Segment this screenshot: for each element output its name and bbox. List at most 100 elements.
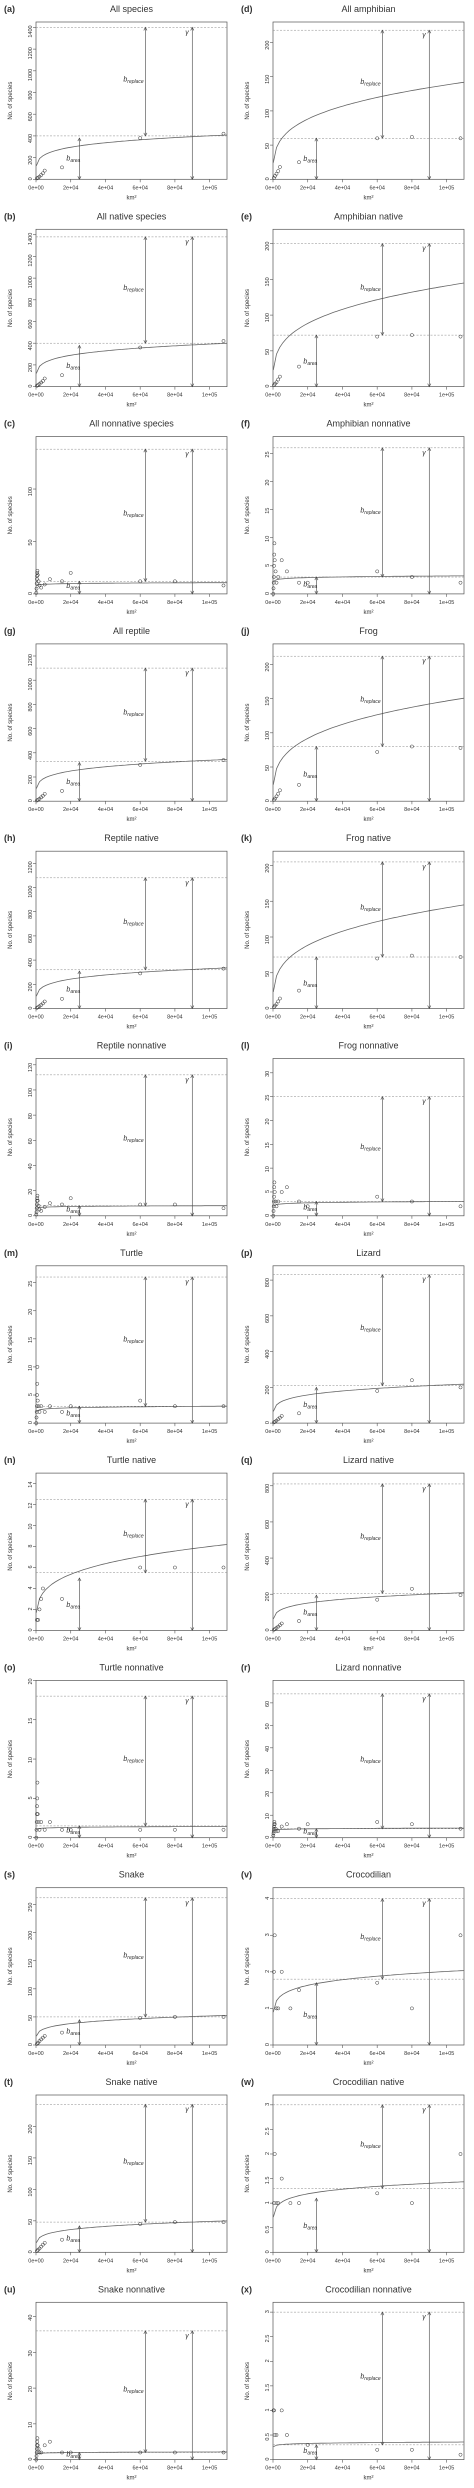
chart-panel: (b) All native species 0 200 400 600 800 1000 12… — [4, 211, 228, 409]
x-tick-label: 4e+04 — [335, 807, 350, 813]
data-point — [276, 2006, 281, 2011]
y-tick-label: 600 — [265, 1520, 271, 1529]
y-axis-label: No. of species — [8, 911, 14, 949]
plot-frame — [272, 1265, 465, 1424]
data-point — [173, 2220, 177, 2224]
x-tick-label: 2e+04 — [300, 185, 315, 191]
data-point — [221, 583, 226, 588]
data-point — [271, 1213, 276, 1218]
x-axis-label: km² — [364, 2476, 374, 2482]
x-tick-label: 0e+00 — [28, 1015, 43, 1021]
x-axis-label: km² — [127, 2476, 137, 2482]
x-tick-label: 6e+04 — [369, 1222, 384, 1228]
arrow-head — [314, 137, 319, 142]
arrow-head — [427, 176, 432, 180]
arrow-head — [314, 1212, 319, 1217]
x-tick-label: 2e+04 — [63, 807, 78, 813]
arrow-head — [427, 2041, 432, 2046]
gamma-label: γ — [422, 2314, 426, 2321]
data-point — [272, 1820, 277, 1824]
data-point — [375, 1980, 380, 1985]
panel-letter: (w) — [241, 2077, 254, 2087]
panel-letter: (i) — [4, 1041, 13, 1051]
data-point — [272, 2408, 276, 2413]
data-point — [34, 2450, 39, 2455]
data-point — [221, 2450, 226, 2455]
plot-frame — [272, 850, 465, 1009]
arrow-head — [77, 761, 82, 766]
arrow-head — [314, 745, 319, 750]
fitted-curve — [35, 2015, 228, 2037]
x-tick-label: 0e+00 — [28, 2258, 43, 2264]
y-tick-label: 200 — [28, 156, 34, 165]
y-tick-label: 10 — [28, 1365, 34, 1371]
data-point — [173, 2015, 177, 2019]
x-tick-label: 4e+04 — [335, 1429, 350, 1435]
data-point — [375, 136, 380, 141]
data-point — [42, 168, 47, 173]
x-tick-label: 2e+04 — [63, 185, 78, 191]
data-point — [68, 1404, 73, 1409]
b-area-label: barea — [66, 1827, 80, 1836]
plot-frame — [272, 1472, 465, 1631]
data-point — [60, 165, 64, 170]
chart-panel: (n) Turtle native 0 2 4 6 8 10 12 14 0e+00 2e+04 4e+… — [4, 1455, 228, 1652]
y-tick-label: 12 — [28, 1503, 34, 1509]
x-tick-label: 2e+04 — [63, 2051, 78, 2057]
data-point — [37, 1607, 42, 1612]
panel-letter: (t) — [4, 2077, 13, 2087]
b-replace-label: breplace — [123, 1756, 144, 1765]
data-point — [34, 2454, 39, 2458]
data-point — [34, 591, 39, 595]
fitted-curve — [36, 1205, 227, 1209]
x-tick-label: 8e+04 — [167, 2051, 182, 2057]
x-tick-label: 1e+05 — [202, 2051, 217, 2057]
data-point — [410, 135, 414, 139]
chart-panel: (f) Amphibian nonnative 0 5 10 15 20 25 0e+00 2e+… — [241, 419, 465, 616]
x-tick-label: 1e+05 — [439, 807, 454, 813]
data-point — [39, 585, 44, 590]
x-tick-label: 0e+00 — [28, 2051, 43, 2057]
y-tick-label: 200 — [28, 2124, 34, 2133]
x-tick-label: 0e+00 — [265, 600, 280, 606]
x-tick-label: 6e+04 — [369, 2258, 384, 2264]
panel-title: Turtle — [120, 1248, 143, 1258]
panel-title: All reptile — [113, 626, 150, 636]
panel-letter: (d) — [241, 4, 253, 14]
x-tick-label: 2e+04 — [300, 600, 315, 606]
y-tick-label: 1000 — [28, 69, 34, 81]
x-axis-label: km² — [127, 1025, 137, 1031]
data-point — [458, 2452, 463, 2457]
data-point — [276, 791, 281, 796]
x-tick-label: 6e+04 — [132, 2051, 147, 2057]
data-point — [34, 586, 39, 591]
y-tick-label: 200 — [28, 982, 34, 991]
y-tick-label: 0 — [265, 799, 271, 802]
b-area-label: barea — [303, 1204, 317, 1213]
y-tick-label: 600 — [28, 727, 34, 736]
data-point — [48, 1820, 52, 1824]
y-tick-label: 0.5 — [265, 2226, 271, 2234]
arrow-head — [427, 590, 432, 595]
b-replace-label: breplace — [123, 2387, 144, 2396]
y-tick-label: 200 — [265, 1385, 271, 1394]
x-tick-label: 6e+04 — [132, 600, 147, 606]
data-point — [297, 1826, 301, 1831]
data-point — [297, 988, 301, 993]
arrow-head — [143, 236, 148, 241]
y-tick-label: 0 — [28, 2458, 34, 2461]
x-tick-label: 0e+00 — [265, 2258, 280, 2264]
data-point — [39, 1208, 44, 1213]
data-point — [278, 165, 282, 169]
arrow-head — [77, 798, 82, 802]
plot-frame — [35, 2301, 228, 2460]
x-tick-label: 4e+04 — [335, 600, 350, 606]
data-point — [36, 1404, 41, 1409]
arrow-head — [143, 667, 148, 672]
b-area-label: barea — [66, 1602, 80, 1611]
b-replace-label: breplace — [360, 1756, 381, 1765]
x-axis-label: km² — [127, 403, 137, 409]
x-tick-label: 6e+04 — [369, 1636, 384, 1642]
x-tick-label: 0e+00 — [265, 2466, 280, 2472]
chart-panel: (r) Lizard nonnative 0 10 20 30 40 50 60 0e+00 2e+… — [241, 1662, 465, 1860]
